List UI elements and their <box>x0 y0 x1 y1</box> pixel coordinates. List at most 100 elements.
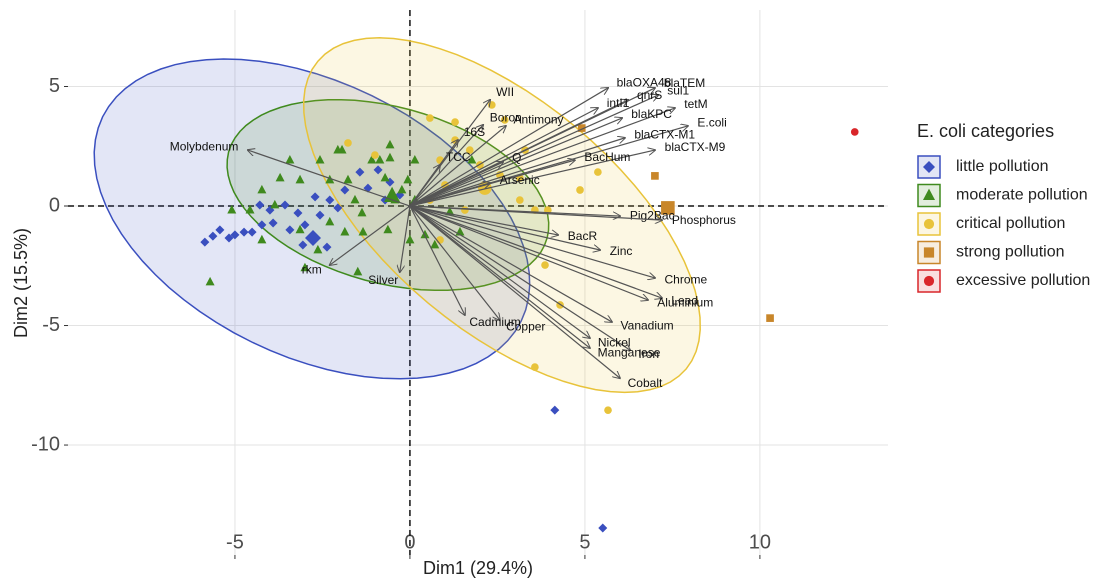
loading-arrow <box>409 205 600 250</box>
legend-label: little pollution <box>956 158 1049 175</box>
point <box>451 118 459 126</box>
point <box>766 314 774 322</box>
point <box>531 363 539 371</box>
loading-arrow <box>409 205 590 338</box>
point <box>280 200 290 210</box>
y-tick-label: -5 <box>42 314 60 336</box>
loading-arrow <box>409 205 500 320</box>
variable-label: qnrS <box>637 88 662 102</box>
legend-symbol <box>923 247 935 258</box>
point <box>385 152 395 162</box>
point <box>344 139 352 147</box>
loading-arrow <box>409 108 598 207</box>
variable-label: rkm <box>302 263 322 277</box>
point <box>300 220 310 230</box>
point <box>257 234 267 244</box>
variable-label: blaKPC <box>631 107 672 121</box>
x-tick-label: 10 <box>749 531 771 553</box>
point <box>403 174 413 184</box>
point <box>550 405 560 415</box>
variable-label: Antimony <box>513 112 563 126</box>
point <box>340 185 350 195</box>
point <box>594 168 602 176</box>
point <box>465 146 474 154</box>
legend-symbol <box>923 161 935 173</box>
loading-arrow <box>409 165 440 207</box>
legend-title: E. coli categories <box>917 121 1054 141</box>
legend-label: excessive pollution <box>956 272 1090 289</box>
point <box>430 239 440 249</box>
point <box>315 210 325 220</box>
variable-label: Boron <box>490 110 522 124</box>
legend-symbol <box>923 188 935 200</box>
point <box>541 261 549 269</box>
point <box>576 186 584 194</box>
loading-arrow <box>409 205 590 348</box>
variable-label: Silver <box>368 273 398 287</box>
legend: little pollution moderate pollution critic… <box>917 155 1090 293</box>
point <box>850 128 859 136</box>
point <box>373 165 383 175</box>
loading-arrow <box>409 205 630 350</box>
point <box>405 234 415 244</box>
variable-label: Arsenic <box>500 173 540 187</box>
x-axis-title: Dim1 (29.4%) <box>423 558 533 578</box>
point <box>205 276 215 286</box>
loading-arrow <box>409 205 648 300</box>
variable-label: Iron <box>638 347 659 361</box>
variable-label: tetM <box>684 97 707 111</box>
point <box>215 225 225 235</box>
loading-arrow <box>409 205 620 378</box>
variable-label: Phosphorus <box>672 213 736 227</box>
variable-label: blaCTX-M9 <box>665 140 726 154</box>
point <box>257 220 267 230</box>
point <box>380 172 390 182</box>
loading-arrow <box>409 125 483 207</box>
x-tick-label: 5 <box>579 531 590 553</box>
legend-symbol <box>923 275 935 287</box>
variable-label: BacR <box>568 229 598 243</box>
variable-label: sul1 <box>667 84 689 98</box>
loading-arrow <box>330 205 411 265</box>
variable-label: Molybdenum <box>170 139 239 153</box>
loading-arrow <box>409 183 490 207</box>
variable-label: Cadmium <box>469 315 520 329</box>
point <box>208 231 218 241</box>
point <box>325 195 335 205</box>
point <box>515 196 524 204</box>
variable-label: Manganese <box>598 346 661 360</box>
y-tick-label: -10 <box>31 433 60 455</box>
point <box>313 244 323 254</box>
point <box>350 194 360 204</box>
variable-label: Q <box>512 150 521 164</box>
variable-label: Copper <box>506 319 545 333</box>
point <box>230 230 240 240</box>
point <box>257 184 267 194</box>
point <box>420 229 430 239</box>
variable-label: blaOXA48 <box>617 75 672 89</box>
y-tick-label: 5 <box>49 75 60 97</box>
variable-label: Vanadium <box>621 319 674 333</box>
point <box>651 172 659 180</box>
variable-label: 16S <box>464 125 485 139</box>
y-tick-label: 0 <box>49 194 60 216</box>
point <box>500 116 509 124</box>
point <box>295 224 305 234</box>
point <box>333 203 343 213</box>
loading-arrow <box>409 118 622 207</box>
point <box>598 523 608 533</box>
legend-label: moderate pollution <box>956 187 1088 204</box>
variable-label: intI1 <box>607 96 630 110</box>
point <box>275 172 285 182</box>
point <box>353 266 363 276</box>
point <box>227 204 237 214</box>
loading-arrow <box>409 205 662 220</box>
point <box>270 199 280 209</box>
point <box>315 154 325 164</box>
point <box>375 154 385 164</box>
legend-label: critical pollution <box>956 215 1065 232</box>
point <box>245 204 255 214</box>
variable-label: E.coli <box>697 116 726 130</box>
